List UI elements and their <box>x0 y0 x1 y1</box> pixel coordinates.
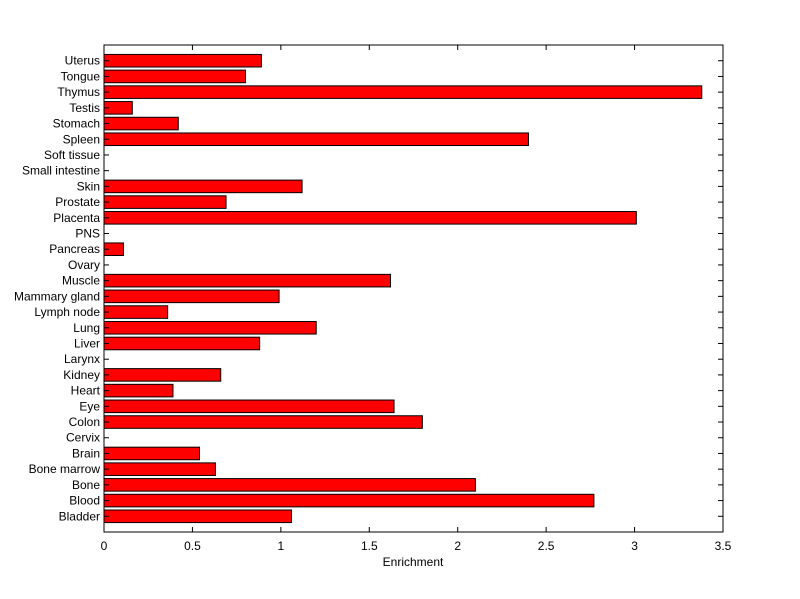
y-tick-label: Stomach <box>53 117 100 131</box>
y-tick-label: Bone <box>72 478 100 492</box>
bar <box>103 116 179 131</box>
y-tick-label: Placenta <box>53 211 100 225</box>
bar <box>103 85 703 99</box>
bar <box>103 179 303 194</box>
x-tick-label: 2.5 <box>538 539 555 553</box>
x-tick-label: 0 <box>101 539 108 553</box>
y-tick-label: Spleen <box>63 132 100 146</box>
bar <box>103 305 169 319</box>
bar <box>103 53 262 68</box>
y-tick-label: Eye <box>79 399 100 413</box>
x-axis-title: Enrichment <box>383 555 444 569</box>
y-tick-label: Thymus <box>57 85 100 99</box>
y-tick-label: Testis <box>69 101 100 115</box>
y-tick-label: Blood <box>69 494 100 508</box>
y-tick-label: Heart <box>71 384 101 398</box>
axes-frame <box>103 44 724 533</box>
y-tick-label: Lung <box>73 321 100 335</box>
y-tick-label: Tongue <box>61 69 101 83</box>
bar <box>103 69 246 84</box>
x-tick-label: 1.5 <box>361 539 378 553</box>
y-tick-label: Soft tissue <box>44 148 100 162</box>
bar <box>103 320 317 335</box>
x-tick-label: 1 <box>278 539 285 553</box>
y-tick-label: Kidney <box>63 368 100 382</box>
bar <box>103 399 395 414</box>
bar <box>103 132 529 147</box>
y-tick-label: Brain <box>72 446 100 460</box>
bar <box>103 446 201 461</box>
bar <box>103 273 392 288</box>
bars-group <box>103 53 703 524</box>
y-tick-label: Muscle <box>62 274 100 288</box>
y-tick-label: Prostate <box>55 195 100 209</box>
y-tick-label: Bladder <box>59 509 100 523</box>
bar <box>103 289 280 304</box>
bar <box>103 509 292 524</box>
x-tick-label: 3.5 <box>715 539 732 553</box>
bar <box>103 478 476 492</box>
y-tick-label: Uterus <box>65 54 100 68</box>
bar <box>103 336 261 351</box>
bar <box>103 195 227 209</box>
y-tick-label: Ovary <box>68 258 100 272</box>
y-tick-label: Skin <box>77 179 100 193</box>
bar <box>103 383 174 398</box>
y-tick-label: Liver <box>74 336 100 350</box>
x-tick-label: 2 <box>454 539 461 553</box>
y-tick-label: Colon <box>69 415 100 429</box>
y-tick-label: PNS <box>75 227 100 241</box>
y-tick-label: Small intestine <box>22 164 100 178</box>
bar <box>103 462 216 476</box>
bar <box>103 368 222 382</box>
y-tick-label: Mammary gland <box>14 289 100 303</box>
y-tick-label: Cervix <box>66 431 100 445</box>
bar <box>103 211 637 225</box>
y-tick-label: Pancreas <box>49 242 100 256</box>
bar <box>103 415 423 429</box>
y-tick-label: Larynx <box>64 352 100 366</box>
x-tick-label: 0.5 <box>184 539 201 553</box>
bar <box>103 493 595 508</box>
x-tick-label: 3 <box>631 539 638 553</box>
y-tick-label: Bone marrow <box>29 462 101 476</box>
y-tick-label: Lymph node <box>34 305 100 319</box>
